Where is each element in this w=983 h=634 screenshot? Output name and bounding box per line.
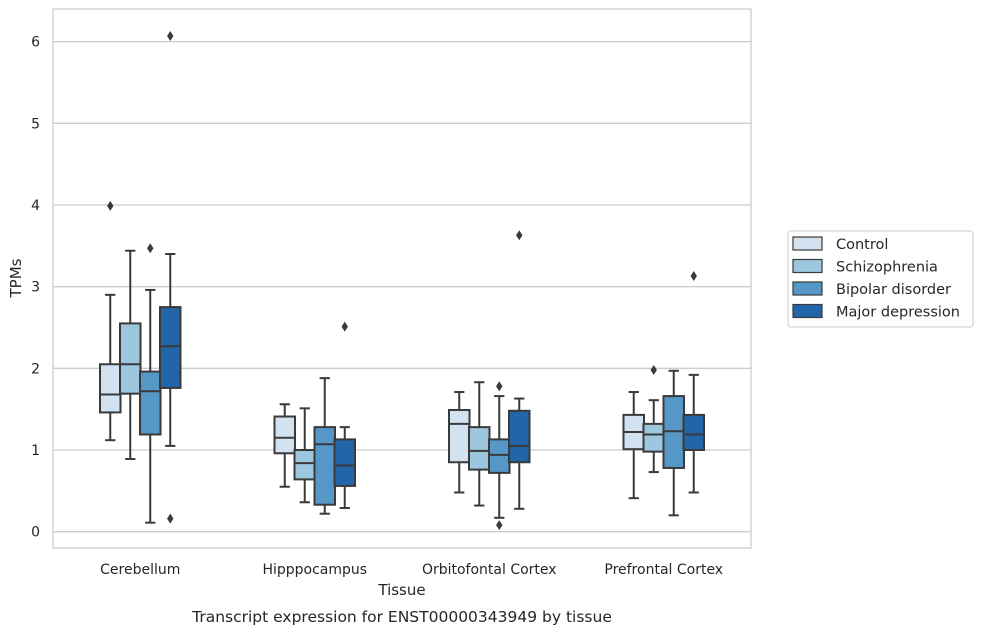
box — [682, 271, 705, 494]
x-tick-labels: Cerebellum Hipppocampus Orbitofontal Corte… — [100, 562, 723, 578]
box — [508, 230, 531, 510]
legend-label: Major depression — [836, 305, 960, 321]
legend-label: Control — [836, 237, 888, 253]
legend: Control Schizophrenia Bipolar disorder Majo… — [787, 230, 974, 328]
outlier-point — [107, 200, 114, 211]
y-tick-label: 3 — [31, 280, 40, 296]
legend-swatch — [792, 236, 823, 251]
y-tick-labels: 0 1 2 3 4 5 6 — [31, 35, 40, 541]
box-body — [682, 413, 705, 451]
box-group-3 — [622, 271, 705, 517]
box-body — [119, 322, 142, 395]
box-body — [642, 422, 665, 453]
y-tick-label: 1 — [31, 443, 40, 459]
outlier-point — [496, 520, 503, 531]
box-body — [448, 408, 471, 464]
legend-frame — [787, 230, 974, 328]
legend-swatch — [792, 258, 823, 274]
y-tick-label: 0 — [31, 525, 40, 541]
box — [333, 321, 356, 509]
box-body — [159, 306, 182, 389]
box-body — [293, 449, 316, 481]
y-tick-label: 5 — [31, 116, 40, 132]
box-body — [313, 426, 336, 506]
box-body — [139, 370, 162, 436]
outlier-point — [516, 230, 523, 241]
outlier-point — [167, 513, 174, 524]
y-tick-label: 2 — [31, 361, 40, 377]
box — [622, 391, 645, 500]
box-groups — [99, 30, 705, 531]
outlier-point — [690, 271, 697, 282]
plot-frame — [52, 8, 752, 549]
box-body — [508, 409, 531, 464]
outlier-point — [650, 364, 657, 375]
box-body — [99, 363, 122, 414]
x-tick-label: Orbitofontal Cortex — [422, 562, 557, 578]
outlier-point — [496, 381, 503, 392]
box — [293, 407, 316, 504]
chart-caption: Transcript expression for ENST0000034394… — [191, 608, 612, 626]
box-group-2 — [448, 230, 531, 531]
box — [273, 403, 296, 488]
box — [119, 249, 142, 460]
x-tick-label: Hipppocampus — [262, 562, 367, 578]
outlier-point — [167, 30, 174, 41]
outlier-point — [147, 243, 154, 254]
x-tick-label: Cerebellum — [100, 562, 180, 578]
y-tick-label: 6 — [31, 35, 40, 51]
box — [159, 30, 182, 524]
box-body — [333, 438, 356, 487]
legend-swatch — [792, 303, 823, 319]
legend-swatch — [792, 281, 823, 296]
box — [662, 369, 685, 517]
box-body — [488, 438, 511, 474]
x-tick-label: Prefrontal Cortex — [604, 562, 723, 578]
legend-label: Bipolar disorder — [836, 282, 951, 298]
x-axis-label: Tissue — [377, 581, 425, 599]
box — [642, 364, 665, 474]
legend-label: Schizophrenia — [836, 260, 938, 276]
outlier-point — [341, 321, 348, 332]
box-body — [273, 415, 296, 455]
legend-items: Control Schizophrenia Bipolar disorder Majo… — [792, 236, 960, 321]
box — [313, 377, 336, 515]
y-axis-label: TPMs — [7, 258, 25, 298]
box-group-1 — [273, 321, 356, 515]
box-body — [468, 426, 491, 471]
box — [99, 200, 122, 442]
box-group-0 — [99, 30, 182, 524]
box — [139, 243, 162, 524]
y-tick-label: 4 — [31, 198, 40, 214]
